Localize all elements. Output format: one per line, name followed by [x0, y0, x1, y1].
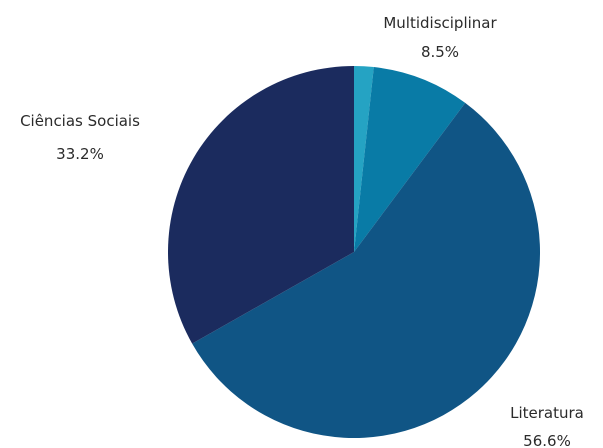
- slice-label-ci-ncias-sociais: Ciências Sociais: [20, 112, 140, 130]
- slice-value-ci-ncias-sociais: 33.2%: [56, 145, 104, 163]
- slice-labels: Multidisciplinar 8.5% Literatura 56.6% Ciênc…: [20, 14, 584, 448]
- slice-label-multidisciplinar: Multidisciplinar: [383, 14, 497, 32]
- slice-multidisciplinar: [354, 67, 466, 252]
- slice-value-literatura: 56.6%: [523, 432, 571, 448]
- slice-value-multidisciplinar: 8.5%: [421, 43, 459, 61]
- slice-unlabeled-0: [354, 66, 374, 252]
- slice-literatura: [192, 102, 541, 439]
- pie-slices: [168, 66, 541, 439]
- slice-ci-ncias-sociais: [168, 66, 354, 344]
- slice-label-literatura: Literatura: [510, 404, 584, 422]
